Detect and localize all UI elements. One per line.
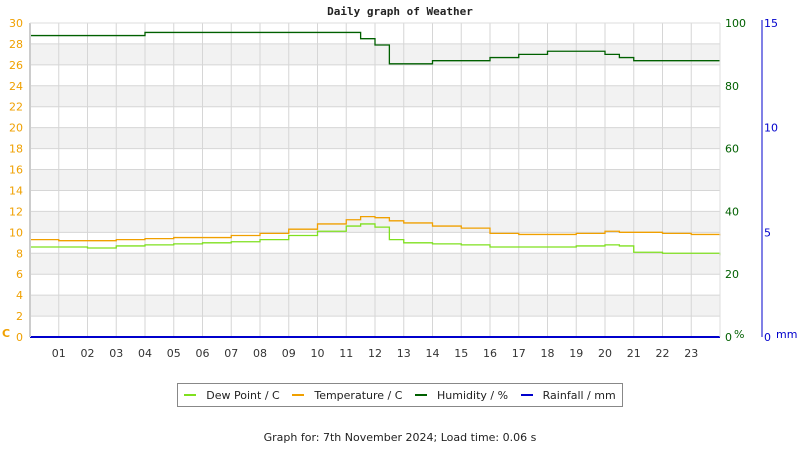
legend-label: Rainfall / mm — [542, 388, 616, 402]
left-tick-label: 16 — [9, 164, 23, 177]
x-tick-label: 15 — [454, 347, 468, 360]
legend-label: Humidity / % — [437, 388, 509, 402]
rain-axis-unit: mm — [776, 328, 797, 341]
x-tick-label: 23 — [684, 347, 698, 360]
axes: 01 02 03 04 05 06 07 08 09 10 11 12 13 14 15 16 17 18 19 20… — [2, 17, 797, 360]
weather-chart: 01 02 03 04 05 06 07 08 09 10 11 12 13 14 15 16 17 18 19 20… — [2, 17, 797, 360]
left-tick-label: 28 — [9, 38, 23, 51]
legend-item-dew-point[interactable]: Dew Point / C — [184, 388, 280, 402]
left-tick-label: 22 — [9, 101, 23, 114]
x-tick-label: 22 — [656, 347, 670, 360]
x-tick-label: 10 — [311, 347, 325, 360]
humidity-axis-unit: % — [734, 328, 744, 341]
x-tick-label: 03 — [109, 347, 123, 360]
x-tick-label: 20 — [598, 347, 612, 360]
left-axis-unit: C — [2, 327, 10, 340]
rainfall-swatch-icon — [520, 394, 533, 396]
left-tick-label: 20 — [9, 122, 23, 135]
left-tick-label: 14 — [9, 184, 23, 197]
x-tick-label: 21 — [627, 347, 641, 360]
x-tick-label: 07 — [224, 347, 238, 360]
humidity-tick-label: 80 — [725, 80, 739, 93]
left-tick-label: 18 — [9, 143, 23, 156]
graph-footer: Graph for: 7th November 2024; Load time:… — [263, 431, 537, 444]
left-tick-label: 2 — [16, 310, 23, 323]
x-tick-label: 19 — [569, 347, 583, 360]
humidity-swatch-icon — [415, 394, 428, 396]
legend-item-rainfall[interactable]: Rainfall / mm — [520, 388, 616, 402]
temperature-swatch-icon — [292, 394, 305, 396]
left-tick-label: 6 — [16, 268, 23, 281]
x-tick-label: 08 — [253, 347, 267, 360]
humidity-tick-label: 0 — [725, 331, 732, 344]
left-tick-label: 8 — [16, 247, 23, 260]
x-tick-label: 13 — [397, 347, 411, 360]
rain-tick-label: 10 — [764, 122, 778, 135]
left-tick-label: 24 — [9, 80, 23, 93]
left-tick-label: 30 — [9, 17, 23, 30]
left-tick-label: 0 — [16, 331, 23, 344]
left-tick-label: 10 — [9, 226, 23, 239]
x-tick-label: 09 — [282, 347, 296, 360]
x-tick-label: 02 — [81, 347, 95, 360]
x-tick-label: 06 — [196, 347, 210, 360]
x-tick-label: 16 — [483, 347, 497, 360]
left-tick-label: 4 — [16, 289, 23, 302]
chart-legend: Dew Point / C Temperature / C Humidity /… — [177, 383, 623, 407]
legend-label: Temperature / C — [314, 388, 403, 402]
series-line — [30, 215, 721, 242]
rain-tick-label: 0 — [764, 331, 771, 344]
humidity-tick-label: 100 — [725, 17, 746, 30]
legend-item-temperature[interactable]: Temperature / C — [292, 389, 402, 402]
chart-title: Daily graph of Weather — [327, 5, 473, 18]
series-line — [30, 31, 720, 65]
x-tick-label: 01 — [52, 347, 66, 360]
x-tick-label: 11 — [339, 347, 353, 360]
legend-item-humidity[interactable]: Humidity / % — [415, 389, 508, 402]
rain-tick-label: 15 — [764, 17, 778, 30]
legend-label: Dew Point / C — [206, 388, 280, 402]
x-tick-label: 18 — [541, 347, 555, 360]
x-tick-label: 04 — [138, 347, 152, 360]
humidity-tick-label: 60 — [725, 143, 739, 156]
left-tick-label: 12 — [9, 205, 23, 218]
x-tick-label: 17 — [512, 347, 526, 360]
rain-tick-label: 5 — [764, 226, 771, 239]
vertical-gridlines — [58, 23, 692, 337]
humidity-tick-label: 40 — [725, 205, 739, 218]
humidity-tick-label: 20 — [725, 268, 739, 281]
x-tick-label: 05 — [167, 347, 181, 360]
x-tick-label: 12 — [368, 347, 382, 360]
dew-point-swatch-icon — [184, 394, 197, 396]
series-line — [30, 223, 721, 256]
left-tick-label: 26 — [9, 59, 23, 72]
x-tick-label: 14 — [426, 347, 440, 360]
data-series — [30, 31, 721, 338]
